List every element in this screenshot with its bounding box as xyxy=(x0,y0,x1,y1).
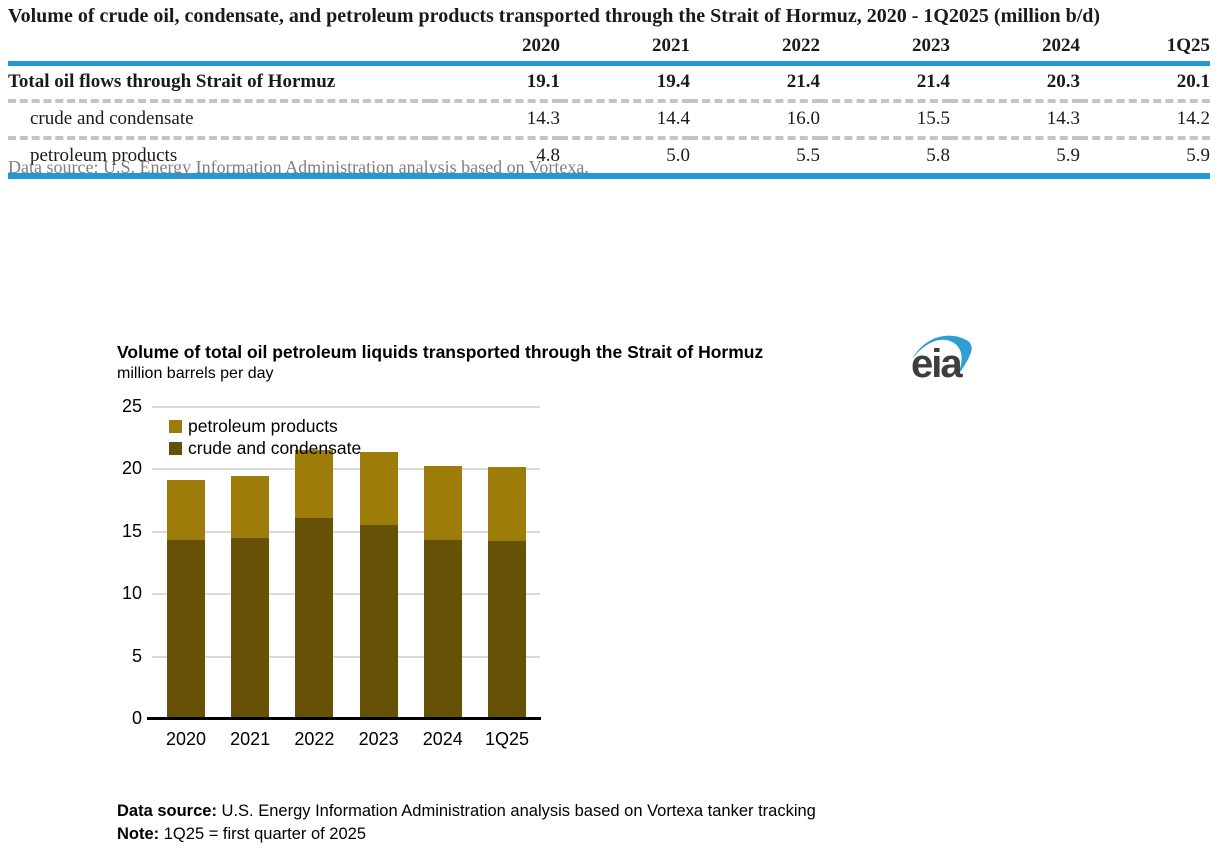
bar-crude-2024 xyxy=(423,539,462,718)
gridline-5 xyxy=(152,655,540,658)
chart-data-source-line: Data source: U.S. Energy Information Adm… xyxy=(117,800,816,823)
bar-petroleum-2022 xyxy=(295,449,334,519)
table-cell: 15.5 xyxy=(820,101,950,140)
table-cell: 16.0 xyxy=(690,101,820,140)
column-header-2022: 2022 xyxy=(690,33,820,66)
chart-title: Volume of total oil petroleum liquids tr… xyxy=(117,342,764,362)
table-cell: 21.4 xyxy=(820,63,950,103)
table-header: 2020 2021 2022 2023 2024 1Q25 xyxy=(8,33,1210,66)
legend-item: petroleum products xyxy=(169,415,361,437)
legend-marker-icon xyxy=(169,419,182,433)
row-label: petroleum products xyxy=(8,138,430,179)
table-cell: 21.4 xyxy=(690,63,820,103)
bar-petroleum-2024 xyxy=(423,465,462,540)
bar-petroleum-2023 xyxy=(359,452,398,525)
column-header-2020: 2020 xyxy=(430,33,560,66)
table-cell: 14.3 xyxy=(430,101,560,140)
table-cell: 14.3 xyxy=(950,101,1080,140)
note-text: 1Q25 = first quarter of 2025 xyxy=(159,825,367,843)
gridline-20 xyxy=(152,468,540,471)
eia-logo-swoosh-icon xyxy=(912,335,972,374)
table-cell: 19.1 xyxy=(430,63,560,103)
x-axis-tick-2023: 2023 xyxy=(358,729,399,749)
y-axis-tick-10: 10 xyxy=(121,583,142,604)
legend-item: crude and condensate xyxy=(169,437,361,459)
table-data-source: Data source: U.S. Energy Information Adm… xyxy=(8,157,589,177)
table-row: petroleum products 4.8 5.0 5.5 5.8 5.9 5.9 xyxy=(8,138,1210,179)
table-cell: 4.8 xyxy=(430,138,560,179)
x-axis-tick-2020: 2020 xyxy=(165,729,207,749)
column-header-2023: 2023 xyxy=(820,33,950,66)
column-header-2024: 2024 xyxy=(950,33,1080,66)
gridline-25 xyxy=(152,406,540,408)
chart-subtitle: million barrels per day xyxy=(117,365,274,382)
table-cell: 5.0 xyxy=(560,138,690,179)
table-row: crude and condensate 14.3 14.4 16.0 15.5 14.3… xyxy=(8,101,1210,140)
table-cell: 19.4 xyxy=(560,63,690,103)
bar-petroleum-1Q25 xyxy=(488,467,526,541)
legend-marker-icon xyxy=(169,441,182,455)
legend-label: petroleum products xyxy=(188,415,338,436)
table-cell: 20.3 xyxy=(950,63,1080,103)
row-label: Total oil flows through Strait of Hormuz xyxy=(8,63,430,103)
column-header-2021: 2021 xyxy=(560,33,690,66)
table-cell: 14.2 xyxy=(1080,101,1210,140)
hormuz-flows-table: 2020 2021 2022 2023 2024 1Q25 Total oil flows… xyxy=(8,33,1210,179)
y-axis-tick-15: 15 xyxy=(121,520,142,541)
table-cell: 5.9 xyxy=(1080,138,1210,179)
table-row: Total oil flows through Strait of Hormuz… xyxy=(8,63,1210,103)
row-label: crude and condensate xyxy=(8,101,430,140)
bar-crude-2022 xyxy=(295,518,334,718)
y-axis-tick-25: 25 xyxy=(121,396,142,416)
bar-petroleum-2020 xyxy=(167,479,205,540)
chart-footer: Data source: U.S. Energy Information Adm… xyxy=(117,800,816,846)
table-cell: 14.4 xyxy=(560,101,690,140)
table-title: Volume of crude oil, condensate, and pet… xyxy=(8,5,1101,27)
column-header-1Q25: 1Q25 xyxy=(1080,33,1210,66)
table-cell: 5.8 xyxy=(820,138,950,179)
bar-crude-2021 xyxy=(231,538,270,718)
x-axis-tick-2022: 2022 xyxy=(294,729,335,749)
table-corner-cell xyxy=(8,33,430,66)
bar-crude-2020 xyxy=(167,539,205,718)
bar-crude-1Q25 xyxy=(488,540,526,718)
table-cell: 20.1 xyxy=(1080,63,1210,103)
y-axis-tick-5: 5 xyxy=(131,645,142,666)
x-axis-tick-2024: 2024 xyxy=(422,729,463,749)
table-cell: 5.9 xyxy=(950,138,1080,179)
bar-crude-2023 xyxy=(359,524,398,718)
gridline-10 xyxy=(152,593,540,596)
x-axis-line xyxy=(147,717,541,720)
data-source-text: U.S. Energy Information Administration a… xyxy=(216,802,816,820)
table-cell: 5.5 xyxy=(690,138,820,179)
legend: petroleum products crude and condensate xyxy=(169,415,361,459)
bar-petroleum-2021 xyxy=(231,475,270,539)
y-axis-tick-20: 20 xyxy=(121,458,142,479)
chart-note-line: Note: 1Q25 = first quarter of 2025 xyxy=(117,823,816,846)
legend-label: crude and condensate xyxy=(188,437,362,458)
x-axis-tick-1Q25: 1Q25 xyxy=(484,729,530,749)
data-source-label: Data source: xyxy=(117,802,217,820)
x-axis-tick-2021: 2021 xyxy=(230,729,271,749)
gridline-15 xyxy=(152,530,540,533)
bar-chart-plot-area: 0 5 10 15 20 25 2020 2021 2022 2023 2024 1Q25 petrol… xyxy=(122,396,541,749)
eia-logo-text: eia xyxy=(911,342,963,381)
eia-logo: eia xyxy=(911,335,972,381)
note-label: Note: xyxy=(117,825,160,843)
y-axis-tick-0: 0 xyxy=(131,708,142,728)
